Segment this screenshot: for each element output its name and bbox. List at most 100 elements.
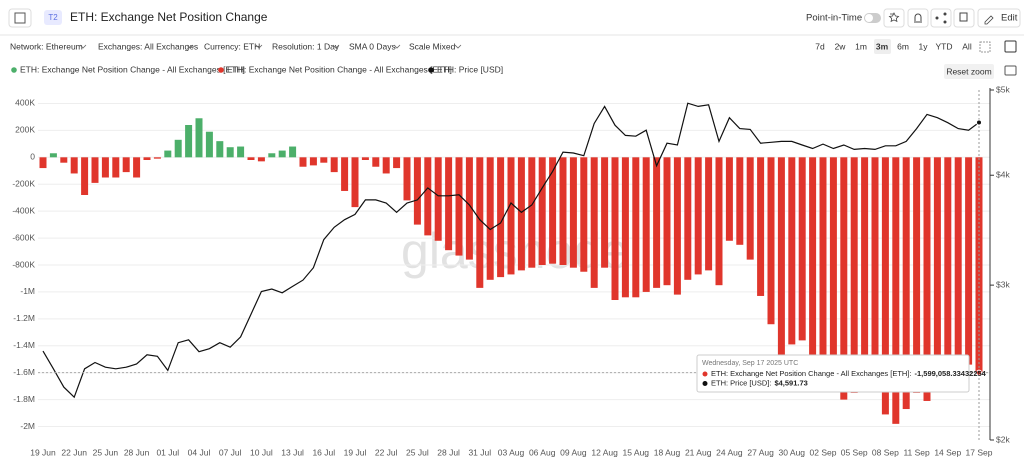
bar <box>299 157 307 167</box>
bar <box>559 157 567 265</box>
y-tick-label: -600K <box>12 232 35 242</box>
sidebar-toggle[interactable] <box>8 8 32 28</box>
hover-dot <box>976 369 982 376</box>
range-button[interactable]: 3m <box>876 41 889 51</box>
bar <box>39 157 47 169</box>
bell-icon <box>914 13 922 23</box>
bar <box>81 157 89 195</box>
range-button[interactable]: 7d <box>815 41 825 51</box>
reset-zoom-label: Reset zoom <box>946 66 991 76</box>
bar <box>237 146 245 158</box>
y-tick-label: -2M <box>20 421 35 431</box>
bar <box>746 157 754 260</box>
bar <box>673 157 681 295</box>
copy-icon <box>959 12 968 22</box>
filter[interactable]: SMA 0 Days <box>349 41 396 51</box>
favorite-button[interactable] <box>883 8 905 28</box>
bar <box>185 125 193 158</box>
tooltip-title: Wednesday, Sep 17 2025 UTC <box>702 360 798 367</box>
bar <box>413 157 421 225</box>
range-button[interactable]: 1m <box>855 41 867 51</box>
x-tick-label: 03 Aug <box>498 447 525 457</box>
bar <box>621 157 629 298</box>
edit-label: Edit <box>1001 13 1018 24</box>
bar <box>153 157 161 159</box>
camera-icon[interactable] <box>1004 65 1017 76</box>
bar <box>101 157 109 178</box>
y-tick-label: -800K <box>12 259 35 269</box>
legend-swatch <box>218 67 224 73</box>
bar <box>247 157 255 160</box>
hover-dot <box>976 119 982 126</box>
filter[interactable]: Currency: ETH <box>204 41 260 51</box>
bar <box>517 157 525 271</box>
bar <box>757 157 765 296</box>
bar <box>226 147 234 158</box>
bar <box>289 146 297 158</box>
share-button[interactable] <box>930 8 952 28</box>
bar <box>320 157 328 163</box>
share-icon <box>935 12 947 24</box>
bar <box>663 157 671 286</box>
bar <box>850 157 858 393</box>
x-tick-label: 21 Aug <box>685 447 712 457</box>
bar <box>913 157 921 393</box>
bar <box>361 157 369 160</box>
y-tick-label: 200K <box>15 125 35 135</box>
bar <box>965 157 973 365</box>
bar <box>112 157 120 178</box>
bar <box>174 139 182 158</box>
bar <box>330 157 338 173</box>
range-button[interactable]: 1y <box>919 41 929 51</box>
filter-chevrons <box>79 44 462 49</box>
y2-tick-label: $2k <box>996 434 1010 444</box>
bar <box>538 157 546 265</box>
range-button[interactable]: 2w <box>835 41 847 51</box>
point-in-time-label: Point-in-Time <box>806 13 862 24</box>
edit-icon <box>984 15 994 25</box>
filter[interactable]: Network: Ethereum <box>10 41 83 51</box>
calendar-icon[interactable] <box>1004 40 1017 53</box>
range-button[interactable]: 6m <box>897 41 909 51</box>
price-line <box>42 102 980 399</box>
bar <box>694 157 702 275</box>
bar <box>715 157 723 286</box>
bar <box>861 157 869 391</box>
y-tick-label: -1M <box>20 286 35 296</box>
bar <box>205 131 213 158</box>
alert-button[interactable] <box>907 8 929 28</box>
reset-zoom-button[interactable] <box>944 64 994 79</box>
legend-swatch <box>11 67 17 73</box>
tooltip-label: ETH: Price [USD]: <box>711 378 771 387</box>
x-tick-label: 28 Jul <box>437 447 460 457</box>
bar <box>434 157 442 241</box>
bar <box>372 157 380 167</box>
zoom-select-icon[interactable] <box>979 41 991 53</box>
bar <box>403 157 411 201</box>
bar <box>954 157 962 365</box>
x-tick-label: 19 Jul <box>344 447 367 457</box>
x-tick-label: 16 Jul <box>312 447 335 457</box>
bar <box>632 157 640 298</box>
filter[interactable]: Scale Mixed <box>409 41 456 51</box>
range-button[interactable]: YTD <box>936 41 953 51</box>
range-button[interactable]: All <box>962 41 972 51</box>
bar <box>195 118 203 158</box>
tooltip <box>696 354 970 393</box>
x-tick-label: 24 Aug <box>716 447 743 457</box>
bar <box>601 157 609 268</box>
bar <box>777 157 785 356</box>
x-tick-label: 22 Jul <box>375 447 398 457</box>
bar <box>278 150 286 158</box>
bar <box>549 157 557 264</box>
x-tick-label: 08 Sep <box>872 447 899 457</box>
x-tick-label: 27 Aug <box>747 447 774 457</box>
filter[interactable]: Resolution: 1 Day <box>272 41 340 51</box>
legend-label: ETH: Exchange Net Position Change - All … <box>227 64 452 74</box>
copy-button[interactable] <box>953 8 975 28</box>
bar <box>892 157 900 424</box>
filter[interactable]: Exchanges: All Exchanges <box>98 41 198 51</box>
x-tick-label: 01 Jul <box>156 447 179 457</box>
bar <box>881 157 889 415</box>
toggle-knob <box>865 14 873 22</box>
